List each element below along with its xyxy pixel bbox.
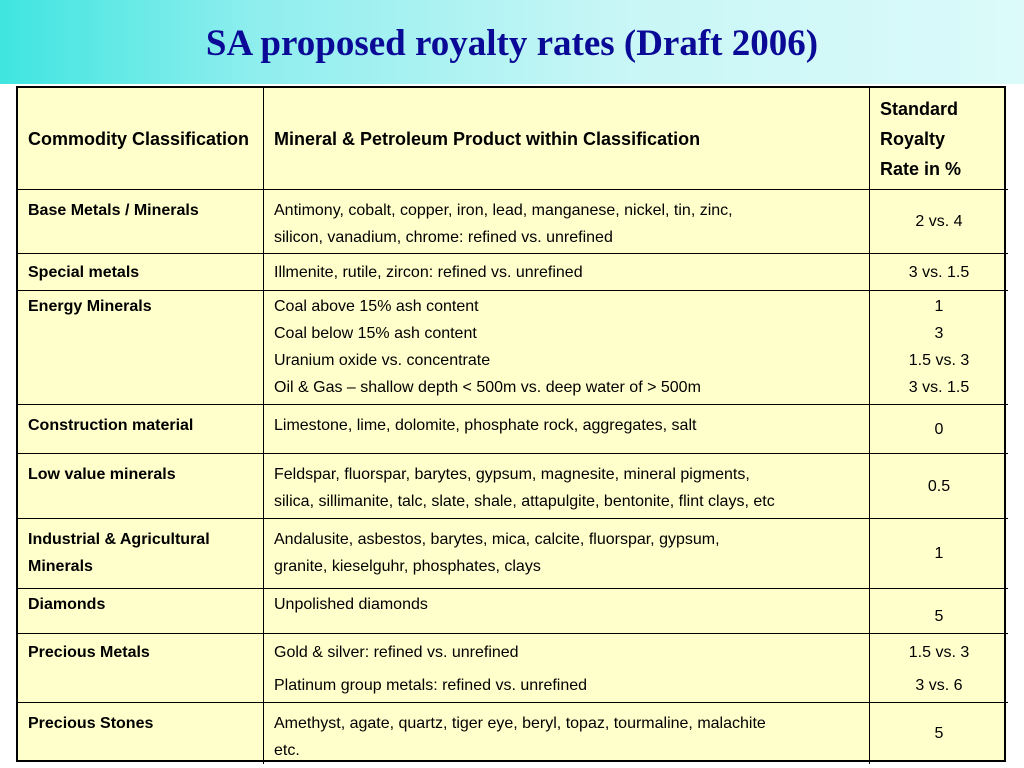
title-bar	[0, 0, 1024, 84]
product-line: Andalusite, asbestos, barytes, mica, cal…	[274, 531, 720, 548]
row-products: Unpolished diamonds	[264, 589, 870, 634]
row-rate: 5	[870, 703, 1008, 764]
classification-line: Industrial & Agricultural	[28, 531, 210, 548]
row-products: Illmenite, rutile, zircon: refined vs. u…	[264, 254, 870, 291]
royalty-table: Commodity Classification Mineral & Petro…	[16, 86, 1008, 764]
page-title: SA proposed royalty rates (Draft 2006)	[205, 23, 819, 64]
product-line: Limestone, lime, dolomite, phosphate roc…	[274, 417, 697, 434]
rate-value: 1	[934, 545, 944, 562]
header-classification: Commodity Classification	[18, 88, 264, 190]
rate-value: 3 vs. 1.5	[908, 263, 970, 281]
row-rate: 3 vs. 1.5	[870, 254, 1008, 291]
product-line: Coal below 15% ash content	[274, 325, 477, 342]
row-classification: Low value minerals	[18, 454, 264, 519]
header-rate: Standard Royalty Rate in %	[870, 88, 1008, 190]
row-classification: Precious Stones	[18, 703, 264, 764]
row-classification: Base Metals / Minerals	[18, 190, 264, 254]
rate-value: 0.5	[927, 477, 951, 495]
row-products: Antimony, cobalt, copper, iron, lead, ma…	[264, 190, 870, 254]
product-line: Platinum group metals: refined vs. unref…	[274, 677, 588, 694]
rate-value: 1.5 vs. 3	[908, 644, 970, 661]
row-rate: 0	[870, 405, 1008, 454]
row-products: Coal above 15% ash content Coal below 15…	[264, 291, 870, 405]
row-rate: 2 vs. 4	[870, 190, 1008, 254]
header-products: Mineral & Petroleum Product within Class…	[264, 88, 870, 190]
row-rate: 0.5	[870, 454, 1008, 519]
rate-value: 3	[934, 325, 944, 342]
product-line: Oil & Gas – shallow depth < 500m vs. dee…	[274, 379, 701, 396]
header-rate-line: Standard	[880, 98, 959, 119]
row-rate: 1.5 vs. 3 3 vs. 6	[870, 634, 1008, 703]
row-products: Limestone, lime, dolomite, phosphate roc…	[264, 405, 870, 454]
header-rate-line: Rate in %	[880, 158, 962, 179]
row-classification: Special metals	[18, 254, 264, 291]
row-products: Feldspar, fluorspar, barytes, gypsum, ma…	[264, 454, 870, 519]
product-line: Gold & silver: refined vs. unrefined	[274, 644, 519, 661]
product-line: Unpolished diamonds	[274, 596, 428, 613]
row-products: Amethyst, agate, quartz, tiger eye, bery…	[264, 703, 870, 764]
row-rate: 5	[870, 589, 1008, 634]
row-classification: Energy Minerals	[18, 291, 264, 405]
product-line: granite, kieselguhr, phosphates, clays	[274, 558, 541, 575]
product-line: silica, sillimanite, talc, slate, shale,…	[274, 493, 775, 510]
product-line: Antimony, cobalt, copper, iron, lead, ma…	[274, 202, 733, 219]
rate-value: 5	[934, 608, 944, 625]
product-line: Amethyst, agate, quartz, tiger eye, bery…	[274, 715, 766, 732]
row-classification: Construction material	[18, 405, 264, 454]
row-classification: Diamonds	[18, 589, 264, 634]
product-line: Feldspar, fluorspar, barytes, gypsum, ma…	[274, 466, 750, 483]
product-line: silicon, vanadium, chrome: refined vs. u…	[274, 229, 613, 246]
rate-value: 5	[934, 725, 944, 742]
row-products: Andalusite, asbestos, barytes, mica, cal…	[264, 519, 870, 589]
rate-value: 3 vs. 6	[915, 677, 963, 694]
rate-value: 3 vs. 1.5	[908, 379, 970, 396]
product-line: Illmenite, rutile, zircon: refined vs. u…	[274, 264, 583, 281]
rate-value: 0	[934, 420, 944, 438]
rate-value: 1	[934, 298, 944, 315]
row-products: Gold & silver: refined vs. unrefined Pla…	[264, 634, 870, 703]
header-rate-line: Royalty	[880, 128, 946, 149]
row-classification: Industrial & Agricultural Minerals	[18, 519, 264, 589]
rate-value: 2 vs. 4	[915, 213, 963, 230]
row-rate: 1 3 1.5 vs. 3 3 vs. 1.5	[870, 291, 1008, 405]
rate-value: 1.5 vs. 3	[908, 352, 970, 369]
product-line: etc.	[274, 742, 300, 759]
classification-line: Minerals	[28, 558, 93, 575]
product-line: Uranium oxide vs. concentrate	[274, 352, 491, 369]
row-classification: Precious Metals	[18, 634, 264, 703]
row-rate: 1	[870, 519, 1008, 589]
product-line: Coal above 15% ash content	[274, 298, 479, 315]
